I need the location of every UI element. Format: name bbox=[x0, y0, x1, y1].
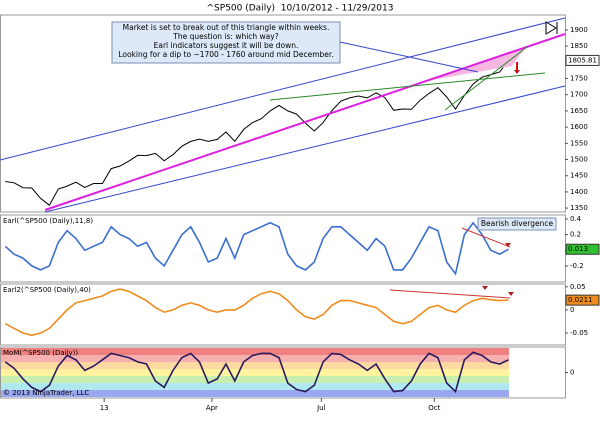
annotation-pointer bbox=[339, 41, 479, 73]
backgrounds bbox=[0, 14, 566, 399]
zone-band bbox=[1, 348, 509, 355]
annotation-line: Earl indicators suggest it will be down. bbox=[154, 41, 299, 50]
series-line bbox=[5, 60, 509, 206]
zone-band bbox=[1, 376, 509, 383]
y-tick-label: 1550 bbox=[570, 139, 588, 147]
apex-marker bbox=[545, 21, 558, 35]
annotation-line: Looking for a dip to ~1700 - 1760 around… bbox=[118, 50, 333, 59]
channel-lower bbox=[44, 85, 566, 213]
y-tick-label: 1700 bbox=[570, 91, 588, 99]
y-tick-label: 0.2 bbox=[570, 231, 581, 239]
zone-band bbox=[1, 362, 509, 369]
panel-title: Earl(^SP500 (Daily),11,8) bbox=[3, 217, 93, 225]
zone-band bbox=[1, 383, 509, 390]
channel-upper bbox=[0, 17, 566, 161]
divergence-line bbox=[461, 227, 511, 248]
chart-title: ^SP500 (Daily) 10/10/2012 - 11/29/2013 bbox=[207, 4, 394, 14]
last-value-box bbox=[565, 54, 600, 66]
x-tick-label: 13 bbox=[100, 404, 109, 412]
panel-title: Earl2(^SP500 (Daily),40) bbox=[3, 286, 91, 294]
divergence-line bbox=[389, 289, 511, 299]
y-tick-label: 1900 bbox=[570, 26, 588, 34]
note-box bbox=[477, 217, 557, 231]
y-tick-label: 0.05 bbox=[570, 283, 586, 291]
last-value-label: 1805.81 bbox=[568, 56, 597, 64]
y-tick-label: 1750 bbox=[570, 75, 588, 83]
rising-line bbox=[444, 46, 528, 111]
y-tick-label: 0 bbox=[570, 369, 574, 377]
series-line bbox=[4, 221, 509, 276]
y-tick-label: 1450 bbox=[570, 172, 588, 180]
drawings bbox=[0, 17, 566, 299]
y-tick-label: 1500 bbox=[570, 156, 588, 164]
zone-band bbox=[1, 390, 509, 397]
y-tick-label: -0.05 bbox=[570, 329, 588, 337]
note: Bearish divergence bbox=[481, 219, 554, 228]
y-tick-label: 0.4 bbox=[570, 215, 582, 223]
y-tick-label: 1850 bbox=[570, 42, 588, 50]
resistance-line bbox=[269, 72, 546, 101]
down-arrow bbox=[514, 62, 520, 74]
last-value-box bbox=[565, 243, 600, 255]
y-tick-label: -0.2 bbox=[570, 262, 584, 270]
annotation-line: Market is set to break out of this trian… bbox=[123, 23, 330, 32]
copyright: © 2013 NinjaTrader, LLC bbox=[3, 389, 89, 397]
y-tick-label: 1650 bbox=[570, 107, 588, 115]
y-tick-label: 1600 bbox=[570, 123, 588, 131]
x-tick-label: Oct bbox=[428, 404, 440, 412]
last-value-label: 0.0211 bbox=[568, 296, 593, 304]
x-tick-label: Apr bbox=[206, 404, 218, 412]
panel bbox=[0, 283, 566, 346]
x-tick-label: Jul bbox=[316, 404, 326, 412]
y-tick-label: 0 bbox=[570, 306, 574, 314]
last-value-box bbox=[565, 294, 600, 306]
y-tick-label: 1400 bbox=[570, 188, 588, 196]
last-value-label: 0.013 bbox=[568, 245, 588, 253]
support-line bbox=[44, 33, 566, 211]
zone-band bbox=[1, 355, 509, 362]
annotation-line: The question is: which way? bbox=[172, 32, 278, 41]
panel-title: MoM(^SP500 (Daily)) bbox=[3, 349, 78, 357]
annotation-box bbox=[111, 21, 341, 64]
series-line bbox=[4, 288, 509, 337]
y-tick-label: 1350 bbox=[570, 204, 588, 212]
series-line bbox=[4, 351, 509, 394]
zone-band bbox=[1, 369, 509, 376]
plot: 1350140014501500155016001650170017501800… bbox=[3, 26, 600, 412]
